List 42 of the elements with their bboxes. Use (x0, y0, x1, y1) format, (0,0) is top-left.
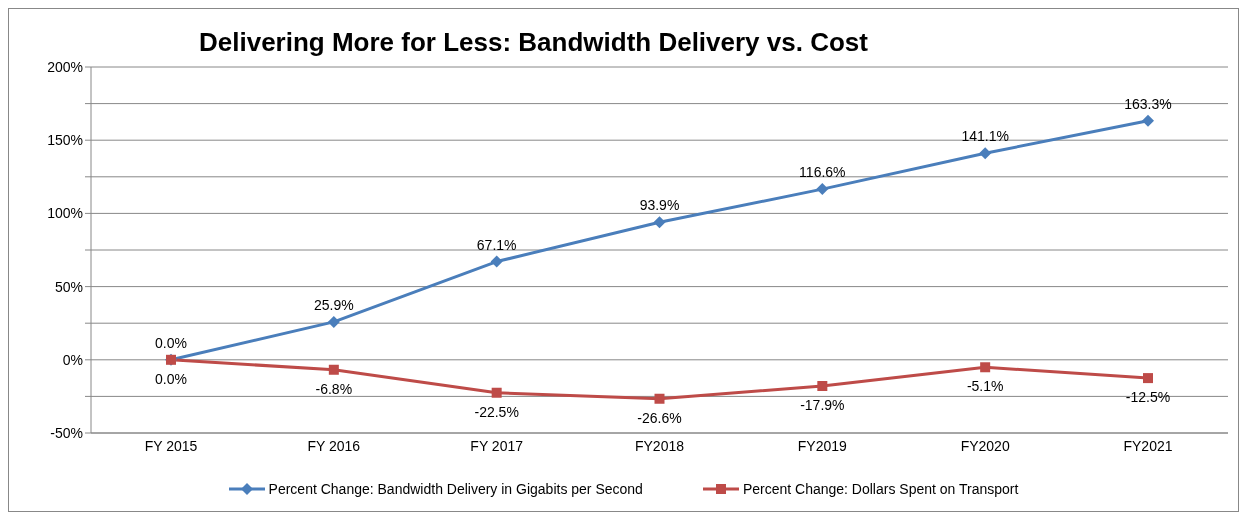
point (653, 216, 666, 229)
data-label: 67.1% (476, 236, 517, 253)
x-tick-label: FY2018 (634, 437, 685, 454)
x-tick-label: FY2021 (1123, 437, 1173, 454)
point (327, 315, 340, 328)
y-tick-label: 100% (47, 205, 83, 222)
data-label: 0.0% (155, 370, 187, 387)
point (979, 147, 992, 160)
x-tick-label: FY 2017 (470, 437, 524, 454)
y-tick-label: 0% (62, 351, 83, 368)
x-tick-label: FY 2015 (144, 437, 198, 454)
data-label: 25.9% (313, 296, 354, 313)
data-label: -17.9% (800, 397, 845, 414)
chart-title: Delivering More for Less: Bandwidth Delivery vs. Cost (199, 27, 868, 58)
data-label: -12.5% (1125, 389, 1171, 406)
data-label: 116.6% (799, 164, 846, 181)
point (1143, 373, 1153, 384)
point (328, 364, 339, 375)
data-label: 93.9% (639, 197, 680, 214)
x-tick-label: FY 2016 (307, 437, 361, 454)
point (817, 381, 828, 392)
data-label: -6.8% (315, 380, 353, 397)
x-tick-label: FY2019 (797, 437, 848, 454)
data-label: -26.6% (637, 409, 682, 426)
x-tick-label: FY2020 (960, 437, 1010, 454)
y-tick-label: 50% (54, 278, 83, 295)
y-tick-label: 200% (47, 58, 83, 75)
point (816, 183, 829, 196)
data-label: -5.1% (966, 378, 1004, 395)
y-tick-label: -50% (50, 424, 83, 441)
legend-label: Percent Change: Dollars Spent on Transport (741, 481, 1019, 497)
data-label: 0.0% (155, 334, 187, 351)
data-label: 141.1% (961, 128, 1009, 145)
data-label: 163.3% (1124, 95, 1172, 112)
point (490, 255, 503, 268)
point (491, 387, 502, 398)
legend-label: Percent Change: Bandwidth Delivery in Gigabits per Second (267, 481, 643, 497)
point (980, 362, 991, 373)
y-tick-label: 150% (47, 132, 83, 149)
data-label: -22.5% (474, 403, 519, 420)
point (654, 393, 665, 404)
point (1142, 114, 1154, 127)
